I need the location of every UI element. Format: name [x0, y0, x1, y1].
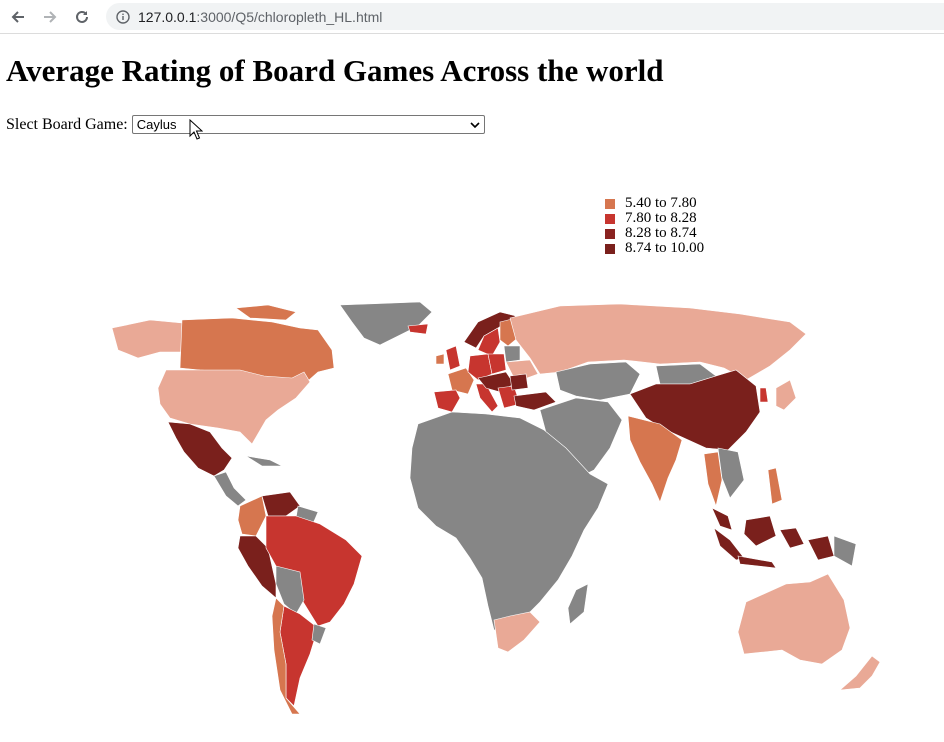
reload-button[interactable] [70, 5, 94, 29]
legend-item: 7.80 to 8.28 [605, 210, 704, 226]
country-thailand-region[interactable] [703, 451, 723, 508]
url-host: 127.0.0.1 [138, 8, 197, 25]
country-alaska[interactable] [111, 319, 183, 359]
country-poland[interactable] [487, 353, 507, 375]
country-spain[interactable] [433, 389, 461, 413]
url-path: :3000/Q5/chloropleth_HL.html [196, 8, 383, 25]
country-romania[interactable] [509, 373, 529, 391]
country-malaysia[interactable] [711, 507, 733, 531]
country-ireland[interactable] [435, 353, 445, 365]
mouse-cursor-icon [189, 119, 203, 140]
country-papua-new-guinea[interactable] [833, 535, 857, 567]
country-madagascar[interactable] [567, 583, 589, 625]
country-indonesia-java[interactable] [737, 555, 777, 569]
chevron-down-icon [470, 122, 480, 129]
country-venezuela[interactable] [261, 491, 301, 517]
legend-swatch [605, 228, 615, 239]
board-game-select[interactable]: Caylus [131, 115, 485, 134]
country-indonesia-borneo[interactable] [743, 515, 777, 547]
country-uruguay[interactable] [311, 623, 327, 645]
legend-swatch [605, 213, 615, 224]
country-iceland[interactable] [407, 323, 429, 335]
info-icon [116, 9, 130, 24]
region-central-america[interactable] [213, 471, 247, 507]
country-uk[interactable] [445, 345, 461, 371]
region-canada-islands[interactable] [235, 304, 297, 321]
country-indonesia-sumatra[interactable] [713, 527, 745, 561]
url-text: 127.0.0.1:3000/Q5/chloropleth_HL.html [138, 9, 382, 25]
country-turkey[interactable] [513, 391, 557, 411]
forward-button[interactable] [38, 5, 62, 29]
country-australia[interactable] [737, 573, 851, 665]
country-japan[interactable] [775, 379, 797, 411]
country-new-zealand[interactable] [839, 655, 881, 691]
browser-toolbar: 127.0.0.1:3000/Q5/chloropleth_HL.html [0, 0, 944, 34]
region-indochina[interactable] [717, 447, 745, 499]
back-arrow-icon [11, 11, 24, 23]
back-button[interactable] [6, 5, 30, 29]
legend-label: 8.28 to 8.74 [625, 225, 697, 241]
page-title: Average Rating of Board Games Across the… [6, 53, 664, 88]
legend-swatch [605, 243, 615, 254]
country-france[interactable] [447, 367, 475, 395]
reload-icon [76, 10, 88, 23]
board-game-selector: Slect Board Game: Caylus [6, 115, 485, 134]
select-label: Slect Board Game: [6, 115, 128, 133]
country-philippines[interactable] [767, 467, 783, 505]
country-usa[interactable] [157, 369, 311, 445]
country-korea[interactable] [759, 387, 769, 403]
country-india[interactable] [627, 415, 683, 503]
selected-game: Caylus [136, 117, 177, 132]
legend-label: 7.80 to 8.28 [625, 210, 697, 226]
country-cuba[interactable] [245, 455, 283, 467]
legend-swatch [605, 198, 615, 209]
country-mexico[interactable] [167, 421, 233, 477]
country-papua[interactable] [807, 535, 835, 561]
legend: 5.40 to 7.80 7.80 to 8.28 8.28 to 8.74 8… [605, 195, 705, 256]
legend-item: 8.28 to 8.74 [605, 225, 704, 241]
country-chile[interactable] [271, 597, 301, 715]
country-greenland[interactable] [339, 301, 433, 346]
region-africa[interactable] [409, 411, 609, 631]
world-map [111, 301, 881, 715]
country-indonesia-east[interactable] [779, 527, 805, 549]
legend-label: 8.74 to 10.00 [625, 240, 705, 256]
legend-label: 5.40 to 7.80 [625, 195, 697, 211]
country-belarus-region[interactable] [503, 345, 521, 363]
legend-item: 8.74 to 10.00 [605, 240, 705, 256]
country-south-africa[interactable] [493, 611, 541, 653]
forward-arrow-icon [44, 11, 57, 23]
address-bar[interactable]: 127.0.0.1:3000/Q5/chloropleth_HL.html [106, 3, 944, 30]
legend-item: 5.40 to 7.80 [605, 195, 704, 211]
